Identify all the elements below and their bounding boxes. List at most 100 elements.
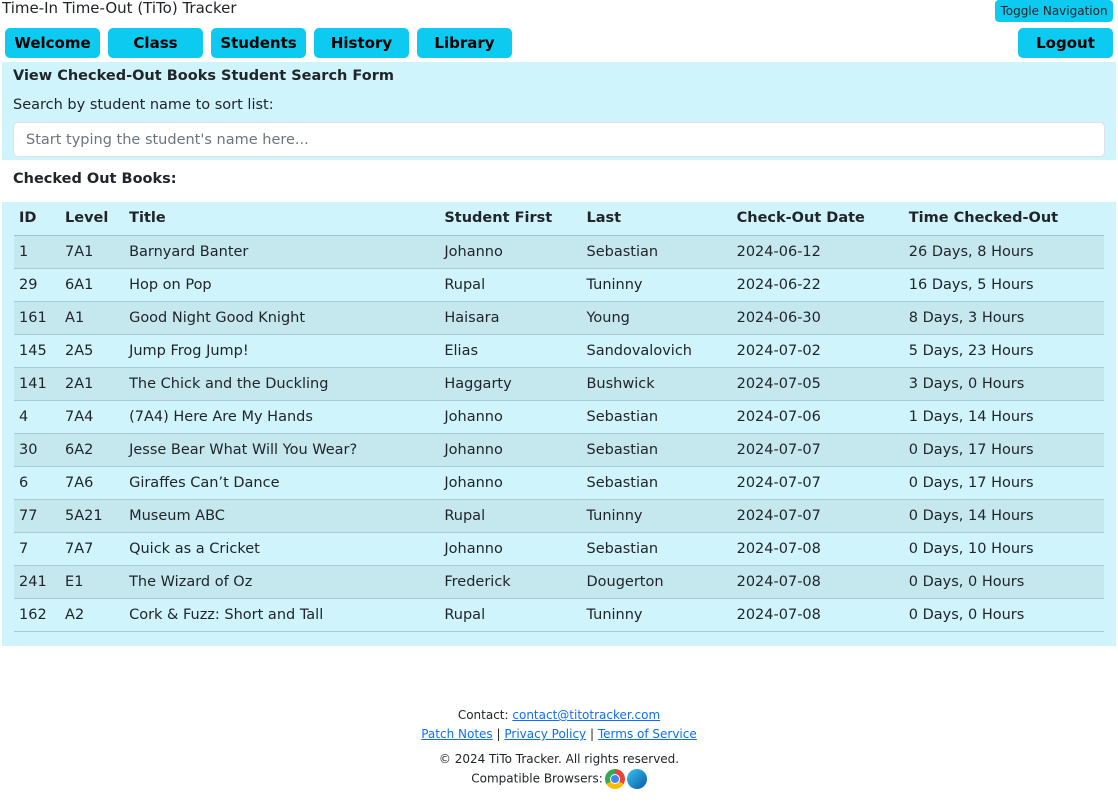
- cell-last: Tuninny: [581, 598, 732, 632]
- cell-title: Cork & Fuzz: Short and Tall: [124, 598, 440, 632]
- cell-title: (7A4) Here Are My Hands: [124, 400, 440, 434]
- nav-welcome-button[interactable]: Welcome: [5, 28, 100, 58]
- cell-id: 161: [14, 301, 61, 335]
- cell-time-checked-out: 0 Days, 14 Hours: [903, 499, 1104, 533]
- table-row: 30 6A2 Jesse Bear What Will You Wear? Johan…: [14, 433, 1104, 467]
- logout-button[interactable]: Logout: [1018, 28, 1113, 58]
- cell-last: Young: [581, 301, 732, 335]
- table-row: 161 A1 Good Night Good Knight Haisara Young 2…: [14, 301, 1104, 335]
- cell-last: Tuninny: [581, 499, 732, 533]
- contact-label: Contact:: [457, 708, 509, 722]
- cell-student-first: Haggarty: [439, 367, 582, 401]
- cell-time-checked-out: 3 Days, 0 Hours: [903, 367, 1104, 401]
- separator: |: [496, 727, 501, 741]
- cell-last: Dougerton: [581, 565, 732, 599]
- cell-student-first: Johanno: [439, 400, 582, 434]
- column-header-student-first: Student First: [439, 202, 582, 236]
- table-row: 145 2A5 Jump Frog Jump! Elias Sandovalovich 2…: [14, 334, 1104, 368]
- copyright: © 2024 TiTo Tracker. All rights reserved…: [438, 752, 680, 766]
- cell-id: 29: [14, 268, 61, 302]
- cell-level: 2A1: [60, 367, 125, 401]
- checked-out-books-heading: Checked Out Books:: [13, 171, 177, 187]
- search-form: View Checked-Out Books Student Search Fo…: [2, 62, 1116, 160]
- table-row: 241 E1 The Wizard of Oz Frederick Dougerton 2…: [14, 565, 1104, 599]
- separator: |: [589, 727, 595, 741]
- cell-title: Quick as a Cricket: [124, 532, 440, 566]
- cell-time-checked-out: 1 Days, 14 Hours: [903, 400, 1104, 434]
- cell-level: 2A5: [60, 334, 125, 368]
- contact-email-link[interactable]: contact@titotracker.com: [512, 708, 661, 722]
- cell-checkout-date: 2024-07-06: [731, 400, 904, 434]
- cell-checkout-date: 2024-07-02: [731, 334, 904, 368]
- table-row: 29 6A1 Hop on Pop Rupal Tuninny 2024-06-22 16 …: [14, 268, 1104, 302]
- nav-library-button[interactable]: Library: [417, 28, 512, 58]
- cell-title: The Wizard of Oz: [124, 565, 440, 599]
- student-search-input[interactable]: [13, 122, 1105, 157]
- cell-time-checked-out: 8 Days, 3 Hours: [903, 301, 1104, 335]
- cell-id: 1: [14, 235, 61, 269]
- app-title: Time-In Time-Out (TiTo) Tracker: [2, 0, 237, 17]
- chrome-icon: [604, 769, 625, 789]
- cell-checkout-date: 2024-06-30: [731, 301, 904, 335]
- toggle-navigation-button[interactable]: Toggle Navigation: [995, 0, 1113, 22]
- cell-student-first: Johanno: [439, 532, 582, 566]
- cell-time-checked-out: 0 Days, 17 Hours: [903, 433, 1104, 467]
- column-header-title: Title: [124, 202, 440, 236]
- cell-level: 7A6: [60, 466, 125, 500]
- column-header-level: Level: [60, 202, 125, 236]
- cell-student-first: Johanno: [439, 433, 582, 467]
- cell-title: The Chick and the Duckling: [124, 367, 440, 401]
- cell-last: Bushwick: [581, 367, 732, 401]
- table-row: 77 5A21 Museum ABC Rupal Tuninny 2024-07-07 0 …: [14, 499, 1104, 533]
- cell-level: 6A1: [60, 268, 125, 302]
- cell-last: Sandovalovich: [581, 334, 732, 368]
- cell-student-first: Rupal: [439, 268, 582, 302]
- cell-level: A1: [60, 301, 125, 335]
- column-header-time-checked-out: Time Checked-Out: [903, 202, 1104, 236]
- cell-level: 6A2: [60, 433, 125, 467]
- cell-student-first: Elias: [439, 334, 582, 368]
- cell-level: 7A4: [60, 400, 125, 434]
- search-form-heading: View Checked-Out Books Student Search Fo…: [13, 68, 394, 84]
- privacy-policy-link[interactable]: Privacy Policy: [504, 727, 587, 741]
- cell-level: 7A7: [60, 532, 125, 566]
- cell-id: 30: [14, 433, 61, 467]
- cell-last: Sebastian: [581, 235, 732, 269]
- cell-id: 162: [14, 598, 61, 632]
- cell-id: 241: [14, 565, 61, 599]
- cell-last: Sebastian: [581, 400, 732, 434]
- cell-id: 4: [14, 400, 61, 434]
- table-row: 6 7A6 Giraffes Can’t Dance Johanno Sebastian…: [14, 466, 1104, 500]
- cell-title: Hop on Pop: [124, 268, 440, 302]
- cell-title: Barnyard Banter: [124, 235, 440, 269]
- column-header-checkout-date: Check-Out Date: [731, 202, 904, 236]
- cell-checkout-date: 2024-07-07: [731, 466, 904, 500]
- cell-title: Jump Frog Jump!: [124, 334, 440, 368]
- cell-level: 5A21: [60, 499, 125, 533]
- cell-last: Sebastian: [581, 466, 732, 500]
- cell-checkout-date: 2024-07-05: [731, 367, 904, 401]
- column-header-last: Last: [581, 202, 732, 236]
- cell-checkout-date: 2024-07-08: [731, 598, 904, 632]
- cell-student-first: Frederick: [439, 565, 582, 599]
- cell-level: A2: [60, 598, 125, 632]
- table-row: 4 7A4 (7A4) Here Are My Hands Johanno Sebast…: [14, 400, 1104, 434]
- cell-last: Sebastian: [581, 532, 732, 566]
- cell-student-first: Haisara: [439, 301, 582, 335]
- cell-time-checked-out: 0 Days, 0 Hours: [903, 565, 1104, 599]
- terms-link[interactable]: Terms of Service: [597, 727, 697, 741]
- cell-last: Sebastian: [581, 433, 732, 467]
- cell-level: E1: [60, 565, 125, 599]
- footer: Contact: contact@titotracker.com Patch N…: [0, 706, 1118, 789]
- checked-out-table-panel: ID Level Title Student First Last Check-Out D…: [2, 202, 1116, 646]
- nav-class-button[interactable]: Class: [108, 28, 203, 58]
- table-row: 162 A2 Cork & Fuzz: Short and Tall Rupal Tun…: [14, 598, 1104, 632]
- table-row: 1 7A1 Barnyard Banter Johanno Sebastian 2024-…: [14, 235, 1104, 269]
- nav-history-button[interactable]: History: [314, 28, 409, 58]
- nav-students-button[interactable]: Students: [211, 28, 306, 58]
- patch-notes-link[interactable]: Patch Notes: [421, 727, 493, 741]
- cell-time-checked-out: 26 Days, 8 Hours: [903, 235, 1104, 269]
- cell-checkout-date: 2024-07-07: [731, 433, 904, 467]
- table-row: 7 7A7 Quick as a Cricket Johanno Sebastian 20…: [14, 532, 1104, 566]
- cell-time-checked-out: 0 Days, 0 Hours: [903, 598, 1104, 632]
